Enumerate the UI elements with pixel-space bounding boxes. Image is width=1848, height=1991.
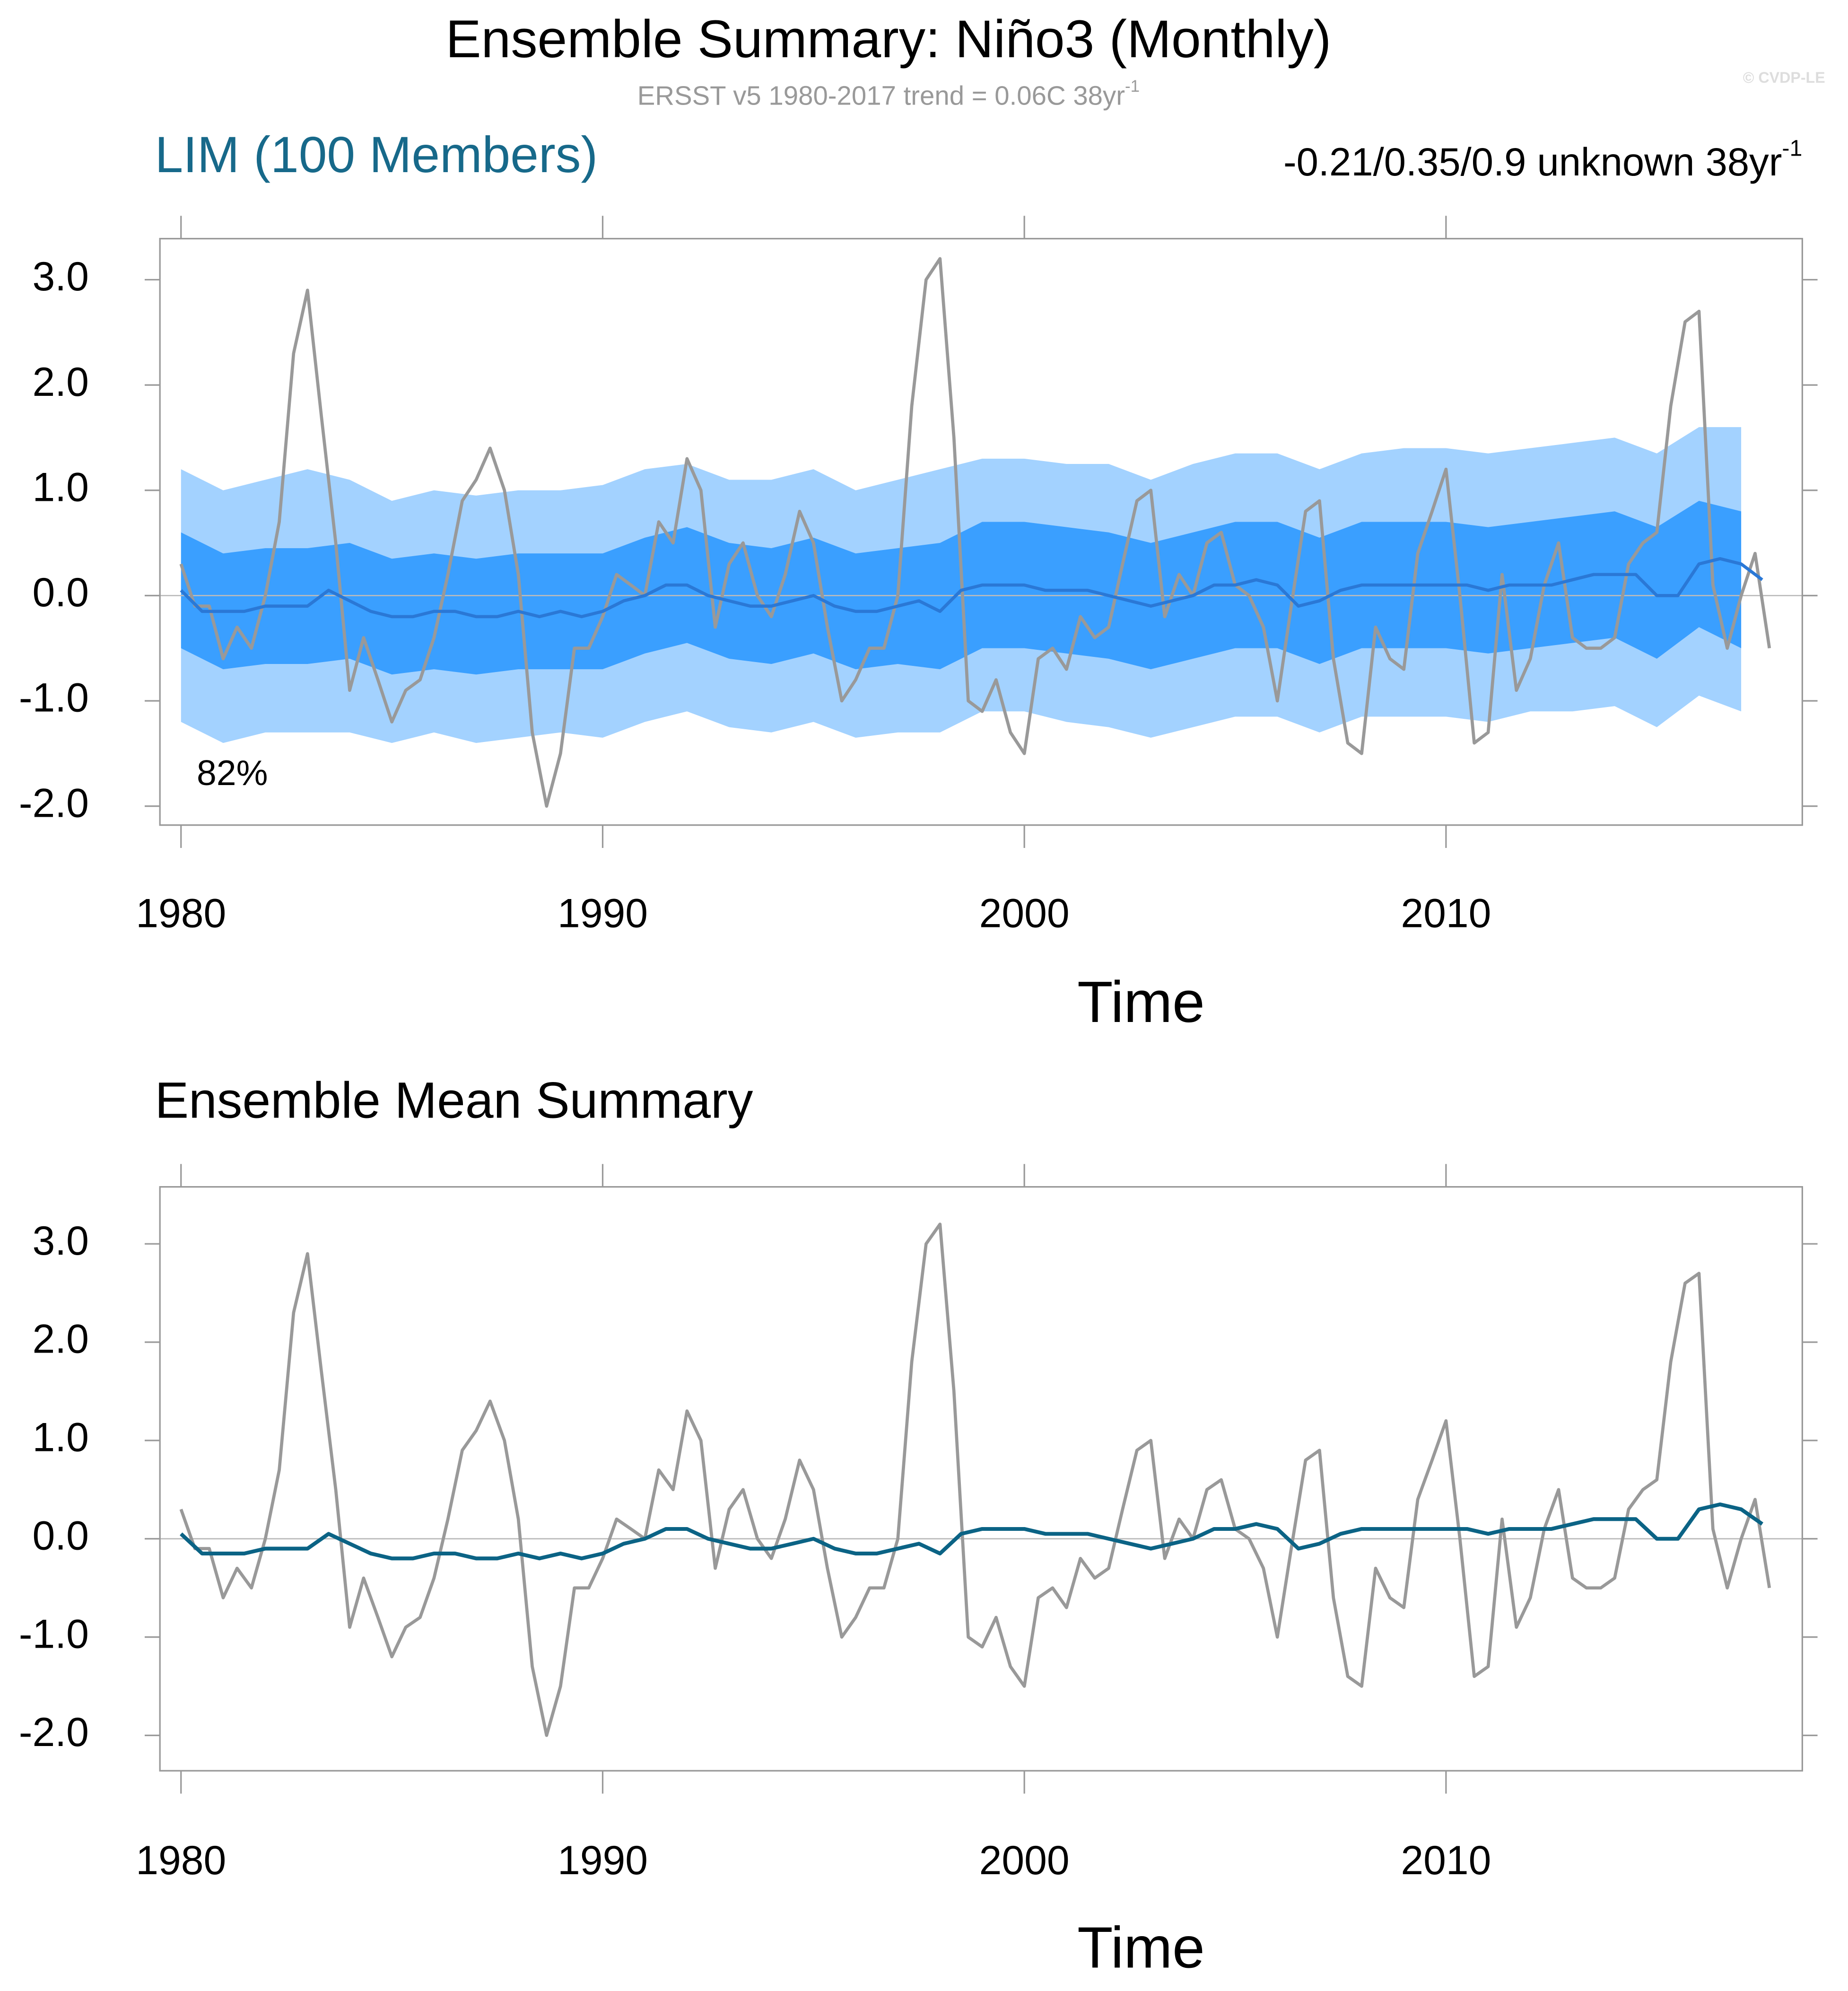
x-tick-label: 2010 bbox=[1401, 891, 1491, 936]
y-tick-label: 3.0 bbox=[32, 254, 88, 299]
subtitle: ERSST v5 1980-2017 trend = 0.06C 38yr-1 bbox=[637, 77, 1140, 110]
y-tick-label: -1.0 bbox=[19, 675, 89, 721]
x-axis-label: Time bbox=[1077, 969, 1205, 1035]
y-tick-label: -1.0 bbox=[19, 1611, 89, 1657]
x-tick-label: 2010 bbox=[1401, 1838, 1491, 1883]
series-line bbox=[180, 557, 1763, 619]
y-tick-label: -2.0 bbox=[19, 1710, 89, 1755]
y-tick-label: 2.0 bbox=[32, 1317, 88, 1362]
panel-title: Ensemble Mean Summary bbox=[155, 1072, 753, 1129]
page-title: Ensemble Summary: Niño3 (Monthly) bbox=[445, 9, 1331, 69]
panel-title: LIM (100 Members) bbox=[155, 126, 598, 183]
series-line bbox=[179, 257, 1771, 808]
x-tick-label: 1990 bbox=[558, 891, 648, 936]
plot-frame bbox=[159, 238, 1803, 826]
series-line bbox=[180, 1502, 1763, 1561]
x-tick-label: 1980 bbox=[136, 891, 226, 936]
panel-stats-sup: -1 bbox=[1782, 136, 1802, 161]
series-line bbox=[179, 1223, 1771, 1737]
panel-stats-text: -0.21/0.35/0.9 unknown 38yr bbox=[1283, 140, 1782, 184]
plot-frame bbox=[159, 1186, 1803, 1772]
x-axis-label: Time bbox=[1077, 1915, 1205, 1981]
x-tick-label: 2000 bbox=[979, 891, 1070, 936]
y-tick-label: -2.0 bbox=[19, 780, 89, 826]
subtitle-text: ERSST v5 1980-2017 trend = 0.06C 38yr bbox=[637, 81, 1125, 111]
x-tick-label: 1990 bbox=[558, 1838, 648, 1883]
y-tick-label: 0.0 bbox=[32, 570, 88, 615]
annotation: 82% bbox=[197, 753, 268, 793]
subtitle-sup: -1 bbox=[1125, 77, 1140, 96]
panel-stats: -0.21/0.35/0.9 unknown 38yr-1 bbox=[1283, 136, 1802, 184]
y-tick-label: 3.0 bbox=[32, 1218, 88, 1264]
y-tick-label: 2.0 bbox=[32, 359, 88, 405]
y-tick-label: 1.0 bbox=[32, 464, 88, 510]
y-tick-label: 1.0 bbox=[32, 1415, 88, 1460]
x-tick-label: 1980 bbox=[136, 1838, 226, 1883]
x-tick-label: 2000 bbox=[979, 1838, 1070, 1883]
credit: © CVDP-LE bbox=[1743, 69, 1825, 86]
y-tick-label: 0.0 bbox=[32, 1513, 88, 1558]
